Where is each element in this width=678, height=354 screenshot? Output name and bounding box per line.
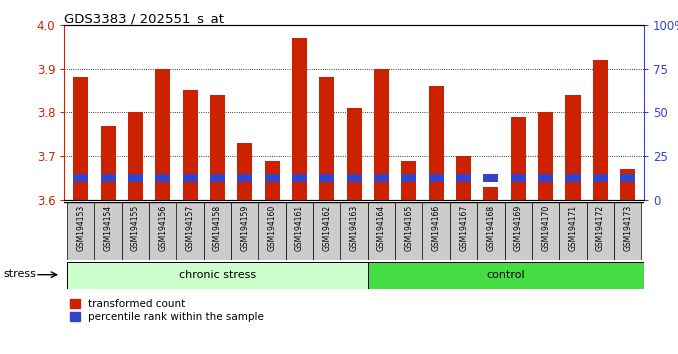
Bar (456, 174, 471, 182)
Bar (155, 69, 170, 200)
Bar (319, 174, 334, 182)
Text: GSM194163: GSM194163 (350, 205, 359, 251)
Bar (292, 38, 307, 200)
Bar (593, 174, 608, 182)
Text: GSM194169: GSM194169 (514, 205, 523, 251)
Bar (346, 174, 362, 182)
Bar (586, 202, 614, 260)
Bar (182, 174, 198, 182)
Bar (210, 95, 225, 200)
Bar (231, 202, 259, 260)
Text: GSM194161: GSM194161 (295, 205, 304, 251)
Bar (73, 174, 88, 182)
Bar (401, 174, 416, 182)
Text: GSM194154: GSM194154 (104, 205, 113, 251)
Bar (450, 202, 477, 260)
Bar (313, 202, 341, 260)
Bar (67, 262, 368, 289)
Text: GSM194170: GSM194170 (541, 205, 550, 251)
Bar (367, 202, 395, 260)
Text: GSM194167: GSM194167 (459, 205, 468, 251)
Text: GSM194168: GSM194168 (487, 205, 496, 251)
Bar (292, 174, 307, 182)
Bar (483, 187, 498, 200)
Bar (155, 174, 170, 182)
Bar (340, 202, 368, 260)
Bar (511, 117, 526, 200)
Bar (237, 174, 252, 182)
Bar (258, 202, 286, 260)
Bar (100, 126, 116, 200)
Bar (483, 174, 498, 182)
Bar (122, 202, 149, 260)
Text: GSM194157: GSM194157 (186, 205, 195, 251)
Text: GSM194160: GSM194160 (268, 205, 277, 251)
Bar (456, 156, 471, 200)
Text: GSM194159: GSM194159 (241, 205, 250, 251)
Bar (422, 202, 450, 260)
Bar (428, 174, 444, 182)
Legend: transformed count, percentile rank within the sample: transformed count, percentile rank withi… (70, 299, 264, 322)
Bar (504, 202, 532, 260)
Bar (237, 143, 252, 200)
Text: GSM194155: GSM194155 (131, 205, 140, 251)
Text: GSM194156: GSM194156 (159, 205, 167, 251)
Text: GSM194162: GSM194162 (323, 205, 332, 251)
Bar (128, 113, 143, 200)
Text: GSM194153: GSM194153 (77, 205, 85, 251)
Bar (203, 202, 231, 260)
Bar (565, 174, 580, 182)
Bar (401, 161, 416, 200)
Bar (428, 86, 444, 200)
Bar (559, 202, 586, 260)
Bar (565, 95, 580, 200)
Bar (264, 161, 280, 200)
Text: stress: stress (3, 269, 36, 279)
Bar (593, 60, 608, 200)
Bar (176, 202, 204, 260)
Bar (94, 202, 122, 260)
Bar (128, 174, 143, 182)
Text: GSM194158: GSM194158 (213, 205, 222, 251)
Bar (100, 174, 116, 182)
Bar (285, 202, 313, 260)
Text: GSM194164: GSM194164 (377, 205, 386, 251)
Bar (477, 202, 505, 260)
Bar (346, 108, 362, 200)
Bar (182, 91, 198, 200)
Bar (264, 174, 280, 182)
Bar (614, 202, 641, 260)
Text: GSM194173: GSM194173 (623, 205, 632, 251)
Text: control: control (487, 270, 525, 280)
Text: GDS3383 / 202551_s_at: GDS3383 / 202551_s_at (64, 12, 224, 25)
Bar (395, 202, 423, 260)
Bar (210, 174, 225, 182)
Text: GSM194171: GSM194171 (569, 205, 578, 251)
Text: GSM194172: GSM194172 (596, 205, 605, 251)
Bar (511, 174, 526, 182)
Bar (67, 202, 95, 260)
Bar (374, 69, 389, 200)
Bar (620, 169, 635, 200)
Bar (73, 78, 88, 200)
Bar (620, 174, 635, 182)
Text: chronic stress: chronic stress (179, 270, 256, 280)
Bar (149, 202, 177, 260)
Text: GSM194166: GSM194166 (432, 205, 441, 251)
Bar (538, 174, 553, 182)
Bar (374, 174, 389, 182)
Bar (368, 262, 644, 289)
Text: GSM194165: GSM194165 (405, 205, 414, 251)
Bar (538, 113, 553, 200)
Bar (319, 78, 334, 200)
Bar (532, 202, 559, 260)
